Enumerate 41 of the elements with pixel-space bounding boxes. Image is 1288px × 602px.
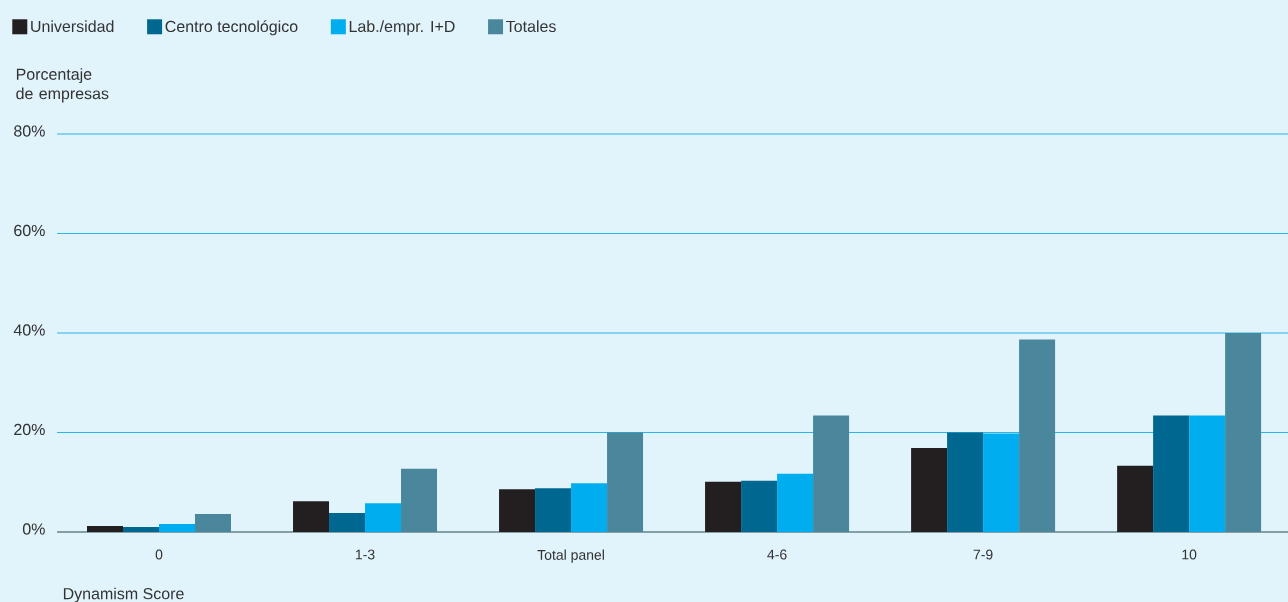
x-tick-label: 1-3 — [355, 549, 375, 560]
bar — [365, 503, 402, 532]
y-tick-label: 80% — [14, 125, 45, 137]
x-tick-label: 7-9 — [973, 549, 993, 560]
y-tick-label: 60% — [14, 224, 45, 237]
bar — [1225, 332, 1262, 532]
bar — [705, 481, 742, 532]
x-axis-title: Dynamism Score — [63, 587, 184, 602]
bar — [1153, 415, 1190, 532]
y-tick-label: 20% — [14, 423, 45, 436]
bar — [777, 473, 814, 532]
bar — [123, 527, 159, 532]
bar — [159, 524, 195, 532]
bar — [293, 501, 330, 532]
bar — [401, 468, 438, 532]
bar — [195, 514, 231, 532]
legend-label: Lab./empr. I+D — [349, 20, 455, 36]
bar — [1117, 465, 1154, 532]
bar — [983, 433, 1020, 532]
x-tick-label: 4-6 — [767, 549, 787, 560]
legend-label: Centro tecnológico — [165, 20, 298, 36]
y-tick-label: 0% — [22, 523, 45, 535]
bar — [947, 432, 984, 532]
x-tick-label: 0 — [155, 549, 163, 560]
x-tick-label: Total panel — [537, 549, 604, 563]
bar — [571, 483, 608, 532]
bar — [813, 415, 850, 532]
bar — [741, 480, 778, 532]
bar — [329, 513, 366, 532]
bar — [607, 432, 644, 532]
bar — [1189, 415, 1226, 532]
legend-label: Totales — [506, 20, 556, 33]
legend-label: Universidad — [31, 20, 114, 33]
x-tick-label: 10 — [1182, 549, 1197, 560]
bar — [499, 489, 536, 532]
bar — [87, 526, 123, 532]
y-tick-label: 40% — [13, 324, 45, 336]
bar — [911, 447, 948, 532]
bar — [1019, 339, 1056, 532]
y-axis-title: Porcentaje de empresas — [16, 68, 109, 103]
bar — [535, 488, 572, 532]
